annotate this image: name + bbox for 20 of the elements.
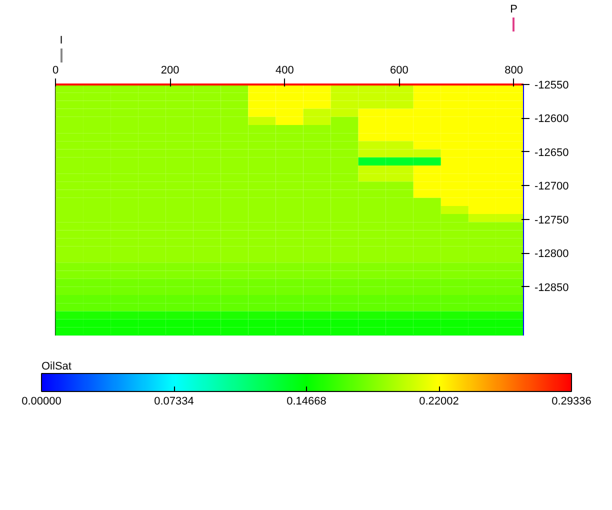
y-tick-label: -12650 [534,146,569,159]
x-tick-label: 200 [160,64,180,76]
ref-line-label: P [510,4,518,16]
color-bar-label: 0.14668 [286,396,326,408]
color-bar-label: 0.07334 [154,396,194,408]
y-tick-label: -12800 [534,248,569,260]
y-tick-label: -12600 [534,113,569,126]
color-bar-label: 0.29336 [552,396,592,408]
y-tick-label: -12850 [534,282,569,294]
color-bar-title: OilSat [42,360,72,372]
y-tick-label: -12700 [534,180,569,193]
y-tick-label: -12550 [534,80,569,92]
y-tick-label: -12750 [534,214,569,226]
x-tick-label: 600 [390,64,408,76]
x-tick-label: 800 [504,64,523,76]
color-bar-label: 0.00000 [22,396,62,408]
ref-line-label: I [60,34,63,46]
x-tick-label: 400 [275,64,294,76]
color-bar-label: 0.22002 [419,396,459,408]
x-tick-label: 0 [52,64,59,76]
